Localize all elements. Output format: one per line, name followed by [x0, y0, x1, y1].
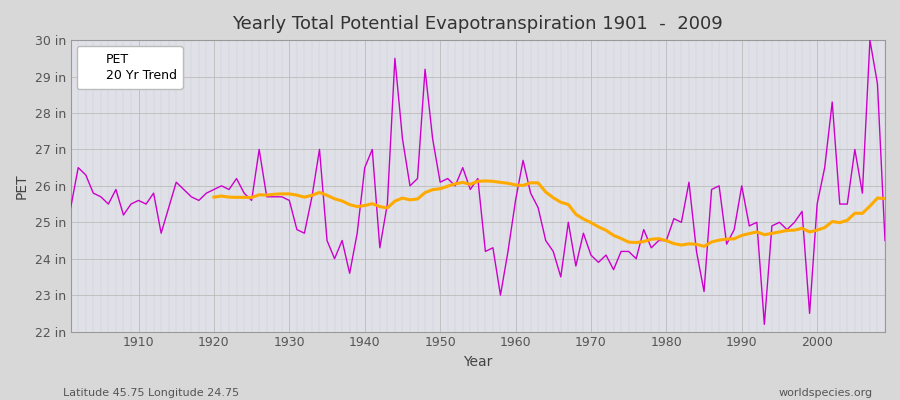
Text: Latitude 45.75 Longitude 24.75: Latitude 45.75 Longitude 24.75	[63, 388, 239, 398]
20 Yr Trend	[480, 178, 491, 183]
20 Yr Trend	[684, 241, 695, 246]
Line: PET: PET	[71, 40, 885, 324]
PET	[759, 322, 769, 327]
20 Yr Trend	[879, 196, 890, 201]
20 Yr Trend	[796, 226, 807, 231]
PET	[337, 238, 347, 243]
20 Yr Trend	[698, 244, 709, 249]
X-axis label: Year: Year	[464, 355, 492, 369]
20 Yr Trend	[781, 228, 792, 233]
Line: 20 Yr Trend: 20 Yr Trend	[214, 181, 885, 246]
PET	[879, 238, 890, 243]
20 Yr Trend	[299, 195, 310, 200]
20 Yr Trend	[412, 196, 423, 201]
Text: worldspecies.org: worldspecies.org	[778, 388, 873, 398]
20 Yr Trend	[209, 195, 220, 200]
PET	[126, 202, 137, 206]
Legend: PET, 20 Yr Trend: PET, 20 Yr Trend	[76, 46, 183, 89]
Title: Yearly Total Potential Evapotranspiration 1901  -  2009: Yearly Total Potential Evapotranspiratio…	[232, 15, 724, 33]
PET	[600, 253, 611, 258]
20 Yr Trend	[865, 204, 876, 208]
PET	[66, 205, 77, 210]
PET	[510, 198, 521, 203]
PET	[502, 249, 513, 254]
Y-axis label: PET: PET	[15, 173, 29, 199]
PET	[865, 38, 876, 42]
PET	[292, 227, 302, 232]
